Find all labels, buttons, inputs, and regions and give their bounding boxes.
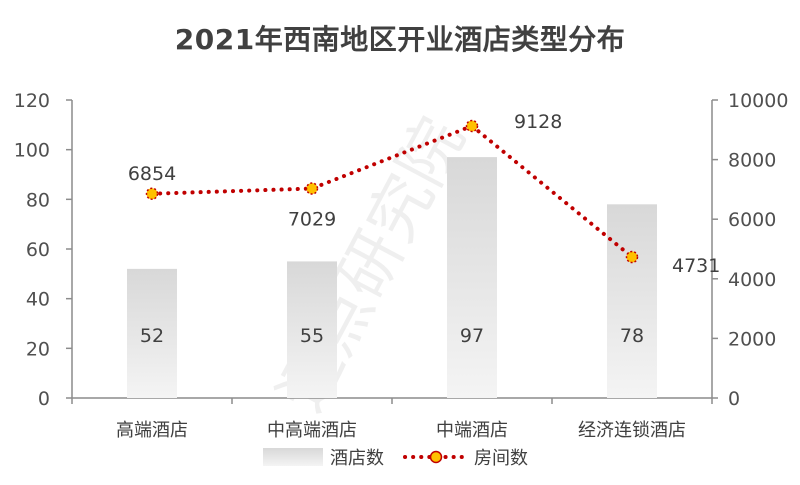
line-data-label: 7029 — [288, 209, 336, 231]
y-right-tick-label: 10000 — [728, 90, 788, 112]
bar — [447, 157, 497, 398]
y-left-tick-label: 80 — [26, 189, 50, 211]
bar-data-label: 52 — [140, 325, 164, 347]
y-left-tick-label: 0 — [38, 388, 50, 410]
bar-data-label: 97 — [460, 325, 484, 347]
series-line-rooms — [150, 123, 634, 260]
bar — [607, 204, 657, 398]
y-right-tick-label: 4000 — [728, 269, 776, 291]
x-tick-label: 中高端酒店 — [267, 420, 357, 441]
y-left-tick-label: 60 — [26, 239, 50, 261]
line-point — [145, 187, 159, 201]
bar — [127, 268, 177, 398]
x-tick-label: 经济连锁酒店 — [578, 420, 686, 441]
legend-marker — [429, 450, 443, 464]
line-point — [305, 182, 319, 195]
legend-label-line: 房间数 — [474, 448, 528, 469]
y-left-tick-label: 100 — [14, 140, 50, 162]
x-tick-label: 高端酒店 — [116, 420, 188, 441]
x-tick-label: 中端酒店 — [436, 420, 508, 441]
line-point — [465, 119, 479, 133]
bar — [287, 261, 337, 398]
y-right-tick-label: 2000 — [728, 328, 776, 350]
y-right-tick-label: 6000 — [728, 209, 776, 231]
legend-label-bars: 酒店数 — [330, 448, 384, 469]
y-left-tick-label: 20 — [26, 338, 50, 360]
bar-data-label: 78 — [620, 325, 644, 347]
y-right-tick-label: 8000 — [728, 150, 776, 172]
y-left-tick-label: 40 — [26, 289, 50, 311]
line-point — [625, 250, 639, 264]
line-data-label: 6854 — [128, 163, 176, 185]
line-data-label: 9128 — [514, 111, 562, 133]
line-data-label: 4731 — [672, 255, 720, 277]
legend-swatch-bars — [263, 448, 323, 466]
y-left-tick-label: 120 — [14, 90, 50, 112]
y-right-tick-label: 0 — [728, 388, 740, 410]
chart-title: 2021年西南地区开业酒店类型分布 — [174, 23, 626, 56]
bar-data-label: 55 — [300, 325, 324, 347]
